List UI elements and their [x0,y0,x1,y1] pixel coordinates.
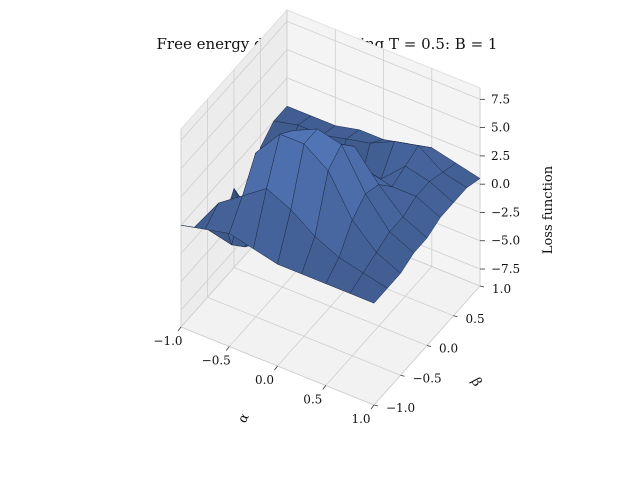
y-grid-line [207,99,401,376]
x-tick-mark [177,326,182,332]
y-tick-label: 1.0 [492,282,511,296]
surface-mesh [180,105,481,304]
y-tick-label: −1.0 [386,401,415,415]
y-tick-mark [426,345,432,347]
y-tick-label: 0.0 [439,342,458,356]
z-axis-label: Loss function [541,165,556,254]
x-tick-label: −1.0 [153,334,182,348]
x-tick-mark [225,346,230,351]
x-tick-label: 0.0 [255,373,274,387]
y-tick-mark [479,285,485,288]
y-tick-mark [453,315,458,318]
x-tick-mark [274,365,278,371]
z-grid-line [180,49,481,169]
y-tick-label: −0.5 [413,371,442,385]
x-tick-mark [322,385,327,390]
z-tick-label: 5.0 [491,121,510,135]
x-tick-label: 0.5 [303,393,322,407]
x-axis-label: α [235,411,252,426]
x-tick-label: 1.0 [351,412,370,426]
z-tick-label: 7.5 [491,92,510,106]
z-tick-label: 0.0 [491,177,510,191]
x-tick-mark [370,404,375,410]
y-tick-mark [400,374,405,377]
z-tick-label: −5.0 [491,234,520,248]
surface-patch [349,272,388,304]
y-tick-label: 0.5 [466,312,485,326]
axis-ticks: −1.0 −0.5 0.0 0.5 1.0 −1.0 −0.5 0.0 0.5 1.0 −7.5 −5… [153,92,520,426]
z-grid-line [180,20,481,141]
z-grid-line [180,77,481,198]
y-tick-mark [373,404,379,407]
y-axis-label: β [468,376,485,390]
z-tick-label: −7.5 [491,262,520,276]
z-tick-label: −2.5 [491,205,520,219]
x-tick-label: −0.5 [202,354,231,368]
y-grid-line [233,69,428,346]
z-tick-label: 2.5 [491,149,510,163]
